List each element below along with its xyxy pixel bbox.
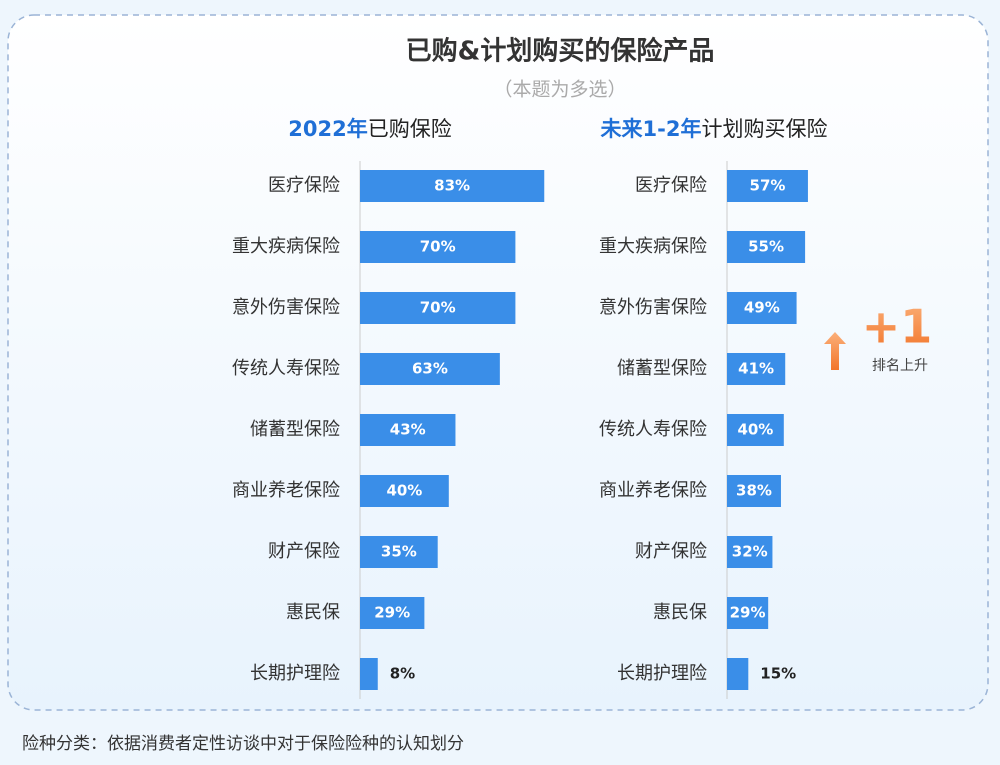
value-label: 57% [750,177,786,195]
bar [727,170,808,202]
bar [360,170,545,202]
value-label: 40% [737,421,773,439]
category-label: 储蓄型保险 [617,358,707,379]
bar [360,292,516,324]
bar [360,414,456,446]
category-label: 长期护理险 [617,663,707,684]
bar [360,597,425,629]
value-label: 49% [744,299,780,317]
category-label: 意外伤害保险 [599,297,707,318]
value-label: 8% [390,665,415,683]
bar [727,536,773,568]
rank-up-arrow [824,332,846,370]
panel-title-part: 2022年 [288,117,367,141]
subtitle: （本题为多选） [493,79,626,101]
panel-title: 2022年已购保险 [288,117,451,141]
category-label: 医疗保险 [268,175,340,196]
category-label: 重大疾病保险 [232,236,340,257]
category-label: 传统人寿保险 [232,358,340,379]
category-label: 传统人寿保险 [599,419,707,440]
value-label: 29% [374,604,410,622]
value-label: 35% [381,543,417,561]
category-label: 意外伤害保险 [232,297,340,318]
bar [360,475,449,507]
value-label: 43% [390,421,426,439]
category-label: 重大疾病保险 [599,236,707,257]
value-label: 55% [748,238,784,256]
value-label: 63% [412,360,448,378]
bar [360,353,500,385]
bar [727,353,786,385]
value-label: 83% [434,177,470,195]
panel-title-part: 已购保险 [368,117,452,141]
category-label: 惠民保 [286,602,340,623]
value-label: 32% [732,543,768,561]
value-label: 41% [738,360,774,378]
bar [727,597,769,629]
value-label: 38% [736,482,772,500]
category-label: 长期护理险 [250,663,340,684]
value-label: 40% [386,482,422,500]
category-label: 医疗保险 [635,175,707,196]
category-label: 商业养老保险 [599,480,707,501]
category-label: 储蓄型保险 [250,419,340,440]
value-label: 15% [760,665,796,683]
value-label: 70% [420,299,456,317]
annotation-label: 排名上升 [872,358,928,374]
bar [727,658,749,690]
category-label: 财产保险 [268,541,340,562]
bar [360,231,516,263]
bar [727,292,797,324]
value-label: 70% [420,238,456,256]
note: 险种分类：依据消费者定性访谈中对于保险险种的认知划分 [22,734,464,754]
category-label: 惠民保 [653,602,707,623]
title: 已购&计划购买的保险产品 [406,36,715,67]
panel-title: 未来1-2年计划购买保险 [601,117,828,141]
panel-title-part: 未来1-2年 [601,117,702,141]
category-label: 财产保险 [635,541,707,562]
panel-title-part: 计划购买保险 [701,117,827,141]
category-label: 商业养老保险 [232,480,340,501]
bar [360,536,438,568]
value-label: 29% [730,604,766,622]
bar [727,414,784,446]
bar [727,231,806,263]
bar [360,658,378,690]
bar [727,475,781,507]
annotation-text: +1 [862,300,933,354]
